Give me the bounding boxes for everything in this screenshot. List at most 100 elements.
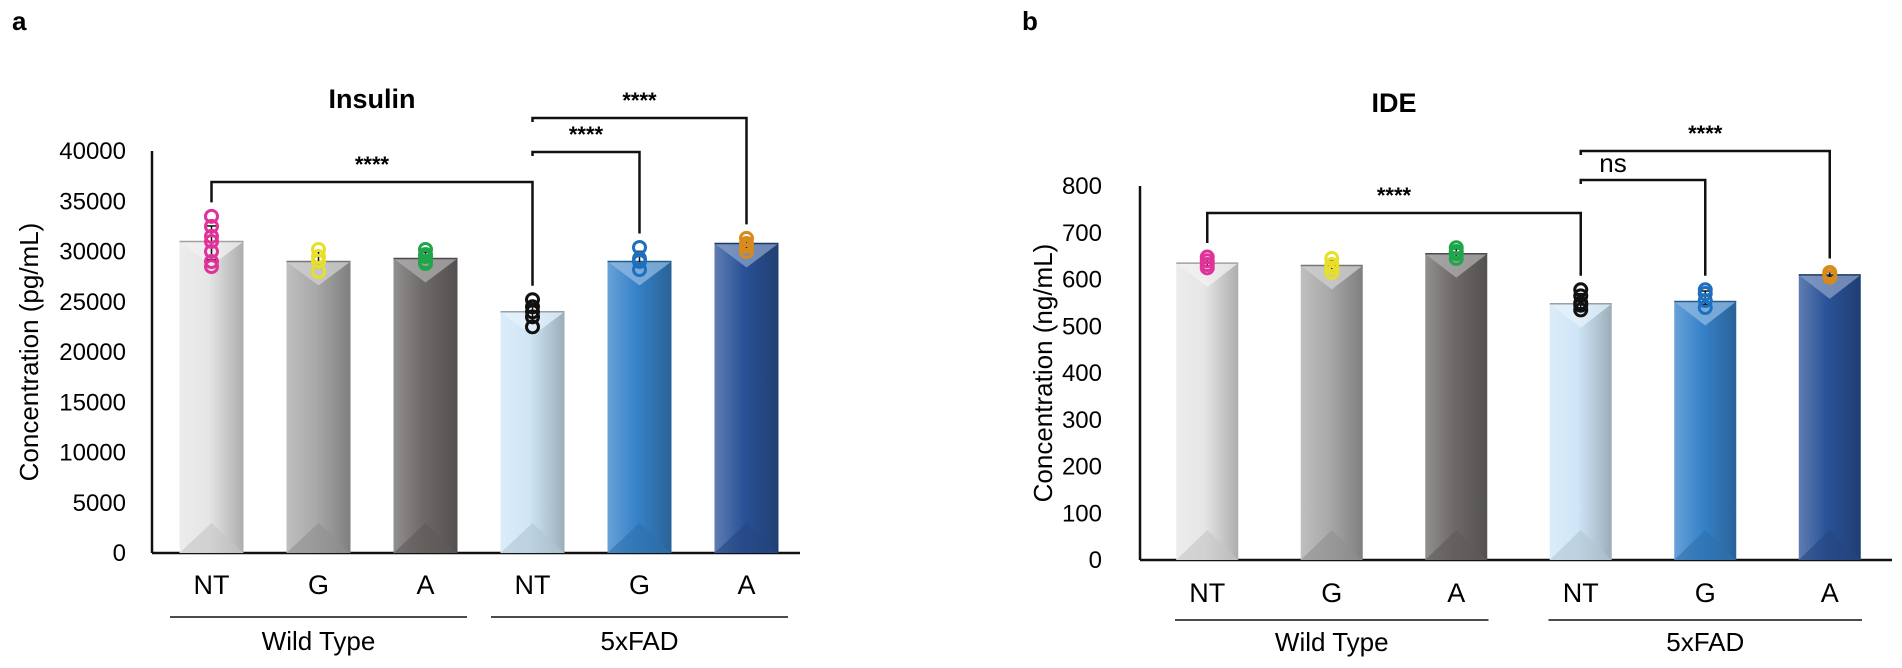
x-tick-label: A xyxy=(1821,578,1839,608)
y-tick-label: 500 xyxy=(1062,313,1102,340)
bar-bevel-bottom xyxy=(1549,530,1612,560)
data-point xyxy=(1697,282,1713,298)
data-point xyxy=(1697,300,1713,316)
significance-bracket: **** xyxy=(1206,183,1582,276)
bar-body xyxy=(1798,274,1861,560)
significance-bracket: **** xyxy=(531,88,748,225)
bar-bevel-top xyxy=(714,243,779,268)
y-tick-label: 35000 xyxy=(59,188,126,215)
data-point xyxy=(1573,302,1589,318)
panel-letter: a xyxy=(12,6,27,36)
bracket-line xyxy=(531,150,641,234)
bar-bevel-bottom xyxy=(714,523,779,553)
bar-wt-nt xyxy=(179,208,244,553)
x-tick-label: A xyxy=(1447,578,1465,608)
bar-bevel-top xyxy=(286,261,351,286)
x-tick-label: A xyxy=(737,570,755,600)
bar-fad-g xyxy=(607,239,672,553)
x-tick-label: G xyxy=(1695,578,1716,608)
significance-label: **** xyxy=(355,152,390,177)
panel-letter: b xyxy=(1022,6,1038,36)
y-tick-label: 300 xyxy=(1062,407,1102,434)
bar-bevel-bottom xyxy=(1176,530,1239,560)
bar-bevel-bottom xyxy=(179,523,244,553)
significance-bracket: **** xyxy=(1579,121,1831,259)
data-point xyxy=(1573,288,1589,304)
y-tick-label: 0 xyxy=(113,540,126,567)
data-point xyxy=(311,249,326,265)
data-point xyxy=(311,264,326,280)
y-tick-label: 5000 xyxy=(73,490,126,517)
data-point xyxy=(204,208,219,224)
data-point xyxy=(204,259,219,275)
bracket-line xyxy=(1579,178,1707,276)
data-point xyxy=(1573,282,1589,298)
bar-fad-a xyxy=(1798,264,1861,560)
bracket-line xyxy=(1579,149,1831,259)
bar-bevel-top xyxy=(1798,274,1861,299)
data-point xyxy=(525,304,540,320)
bar-fad-a xyxy=(714,230,779,553)
bar-bevel-bottom xyxy=(1425,530,1488,560)
data-point xyxy=(1324,250,1340,266)
data-point xyxy=(1324,260,1340,276)
y-tick-label: 30000 xyxy=(59,239,126,266)
data-point xyxy=(525,319,540,335)
data-point xyxy=(1324,264,1340,280)
data-point xyxy=(1199,257,1215,273)
data-point xyxy=(525,309,540,325)
chart-title: Insulin xyxy=(329,84,416,114)
x-tick-label: NT xyxy=(515,570,551,600)
bar-fad-nt xyxy=(500,292,565,553)
significance-label: **** xyxy=(569,122,604,147)
y-tick-label: 15000 xyxy=(59,389,126,416)
data-point xyxy=(204,228,219,244)
data-point xyxy=(632,239,647,255)
y-tick-label: 40000 xyxy=(59,138,126,165)
data-point xyxy=(418,247,433,263)
data-point xyxy=(739,230,754,246)
bar-body xyxy=(1300,265,1363,560)
data-point xyxy=(204,218,219,234)
bar-bevel-bottom xyxy=(1798,530,1861,560)
x-tick-label: NT xyxy=(1563,578,1599,608)
y-tick-label: 25000 xyxy=(59,289,126,316)
bar-body xyxy=(1425,253,1488,560)
x-tick-label: G xyxy=(308,570,329,600)
bar-wt-g xyxy=(1300,250,1363,560)
data-point xyxy=(311,254,326,270)
y-tick-label: 700 xyxy=(1062,220,1102,247)
significance-label: **** xyxy=(622,88,657,113)
bar-bevel-bottom xyxy=(500,523,565,553)
x-tick-label: G xyxy=(629,570,650,600)
data-point xyxy=(204,254,219,270)
significance-bracket: **** xyxy=(531,122,641,234)
data-point xyxy=(525,299,540,315)
bar-fad-g xyxy=(1674,282,1737,560)
data-point xyxy=(1448,246,1464,262)
x-tick-label: A xyxy=(416,570,434,600)
y-tick-label: 100 xyxy=(1062,500,1102,527)
bracket-line xyxy=(210,180,534,286)
bar-bevel-bottom xyxy=(393,523,458,553)
y-axis-label: Concentration (ng/mL) xyxy=(1028,244,1058,503)
data-point xyxy=(1448,240,1464,256)
chart-title: IDE xyxy=(1371,88,1416,118)
y-tick-label: 20000 xyxy=(59,339,126,366)
bar-body xyxy=(179,241,244,553)
chart-panel-a: a Insulin 0 5000 10000 15000 20000 25000 30000 35… xyxy=(12,6,800,656)
bar-body xyxy=(500,311,565,553)
bracket-line xyxy=(531,116,748,225)
bar-body xyxy=(714,243,779,553)
bar-bevel-top xyxy=(607,261,672,286)
x-tick-label: NT xyxy=(194,570,230,600)
bar-fad-nt xyxy=(1549,282,1612,560)
bar-body xyxy=(393,258,458,553)
bar-bevel-bottom xyxy=(1300,530,1363,560)
y-tick-label: 200 xyxy=(1062,454,1102,481)
significance-label: **** xyxy=(1688,121,1723,146)
significance-bracket: ns xyxy=(1579,148,1707,276)
bar-body xyxy=(1549,303,1612,560)
data-point xyxy=(632,254,647,270)
